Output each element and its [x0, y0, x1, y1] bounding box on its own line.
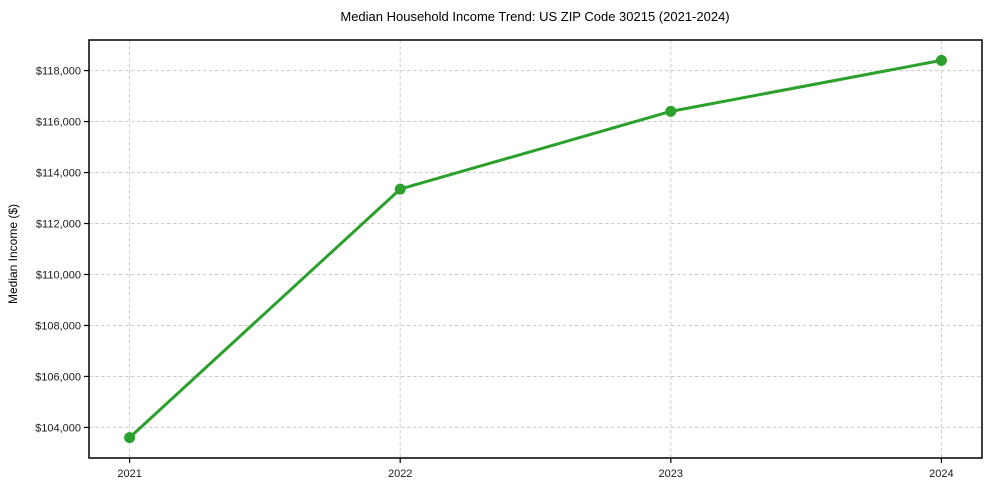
- data-point: [665, 105, 677, 117]
- data-point: [935, 54, 947, 66]
- y-tick-label: $116,000: [36, 117, 81, 129]
- data-point: [124, 432, 136, 444]
- x-tick-label: 2024: [929, 468, 953, 480]
- x-tick-label: 2021: [117, 468, 141, 480]
- x-tick-label: 2023: [659, 468, 683, 480]
- income-trend-line: [128, 58, 943, 440]
- y-axis-label: Median Income ($): [6, 204, 20, 304]
- y-tick-label: $106,000: [35, 371, 81, 383]
- y-tick-label: $104,000: [35, 422, 81, 434]
- y-tick-label: $114,000: [36, 168, 81, 180]
- y-tick-label: $108,000: [35, 320, 81, 332]
- x-tick-label: 2022: [388, 468, 412, 480]
- plot-border: [88, 39, 983, 459]
- y-tick-label: $112,000: [36, 219, 81, 231]
- plot-area: 2021 2022 2023 2024 $104,000 $106,000 $108,000…: [35, 39, 983, 480]
- data-point: [394, 183, 406, 195]
- y-tick-label: $118,000: [36, 66, 81, 78]
- chart-title: Median Household Income Trend: US ZIP Co…: [340, 9, 729, 24]
- y-tick-label: $110,000: [36, 269, 81, 281]
